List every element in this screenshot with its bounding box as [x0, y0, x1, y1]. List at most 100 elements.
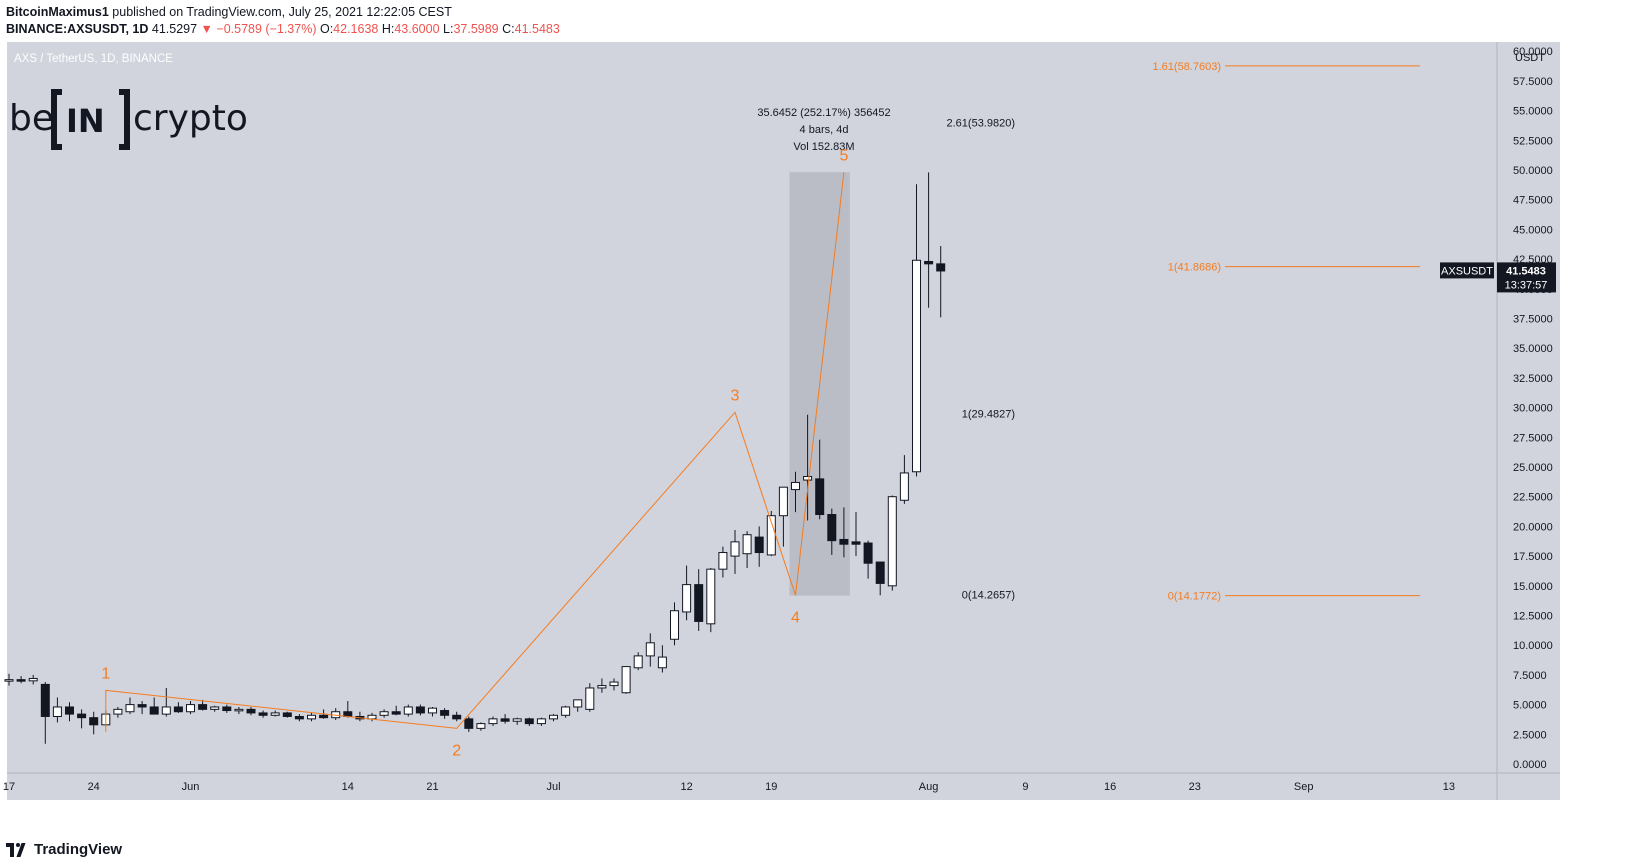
price-tick-label: 10.0000: [1513, 640, 1553, 652]
time-axis[interactable]: 17 24 Jun 14 21 Jul 12 19 Aug 9 16 23 Sep 13: [3, 781, 1455, 793]
price-tag-symbol-box: [1440, 262, 1494, 279]
candle-body: [536, 718, 546, 725]
candle-body: [403, 706, 413, 715]
plot-background: [7, 42, 1497, 773]
time-axis-background[interactable]: [7, 773, 1497, 800]
price-tick-label: 60.0000: [1513, 46, 1553, 58]
price-tick-label: 22.5000: [1513, 492, 1553, 504]
low-label: L:: [443, 22, 454, 36]
time-tick-label: 16: [1104, 781, 1116, 793]
price-tick-label: 5.0000: [1513, 700, 1547, 712]
logo-text-mid: IN: [66, 102, 105, 140]
candle-body: [912, 259, 921, 473]
publish-line: BitcoinMaximus1 published on TradingView…: [6, 4, 560, 21]
candle-body: [246, 708, 256, 714]
fib-levels: 2.61(53.9820) 1(29.4827) 0(14.2657) 1.61(58…: [947, 61, 1420, 603]
fib-orange-label: 1.61(58.7603): [1153, 61, 1222, 73]
candle-body: [718, 552, 728, 570]
measure-text: Vol 152.83M: [793, 141, 854, 153]
time-tick-label: 9: [1022, 781, 1028, 793]
candle-body: [670, 610, 679, 640]
price-tick-label: 15.0000: [1513, 581, 1553, 593]
price-axis-background[interactable]: [1497, 42, 1560, 773]
candle-body: [803, 476, 813, 481]
becrypto-logo: be IN crypto: [9, 89, 248, 150]
logo-text-right: crypto: [133, 98, 248, 139]
candle-body: [137, 704, 147, 708]
candle-body: [294, 715, 304, 720]
candle-body: [52, 706, 62, 717]
candle-body: [186, 704, 195, 713]
wave-label: 1: [101, 665, 110, 682]
candle-body: [415, 706, 425, 714]
candle-body: [512, 718, 522, 722]
candle-body: [173, 706, 183, 713]
candle-body: [827, 514, 837, 542]
candle-body: [77, 713, 87, 719]
fib-orange-label: 0(14.1772): [1168, 591, 1221, 603]
candle-body: [210, 706, 220, 710]
candle-body: [924, 260, 934, 265]
price-tick-label: 12.5000: [1513, 611, 1553, 623]
close-value: 41.5483: [514, 22, 560, 36]
logo-text-left: be: [9, 98, 54, 139]
fib-orange-label: 1(41.8686): [1168, 262, 1221, 274]
logo-bracket-left: [51, 89, 62, 150]
author-name[interactable]: BitcoinMaximus1: [6, 5, 109, 19]
time-tick-label: 14: [342, 781, 354, 793]
open-value: 42.1638: [333, 22, 379, 36]
candle-body: [585, 687, 595, 710]
candle-body: [754, 536, 764, 554]
candle-body: [597, 685, 607, 689]
elliott-wave: 1 2 3 4 5: [101, 147, 848, 759]
fib-grey-label: 0(14.2657): [962, 590, 1015, 602]
candle-body: [4, 679, 14, 682]
candle-body: [307, 714, 316, 720]
price-tag-price: 41.5483: [1506, 265, 1546, 277]
candle-body: [452, 714, 462, 720]
wave-label: 3: [731, 387, 740, 404]
price-tick-label: 2.5000: [1513, 729, 1547, 741]
price-tick-label: 27.5000: [1513, 432, 1553, 444]
candle-body: [863, 542, 873, 564]
price-tick-label: 52.5000: [1513, 135, 1553, 147]
candle-body: [89, 717, 99, 726]
price-tick-label: 55.0000: [1513, 106, 1553, 118]
price-tick-label: 7.5000: [1513, 670, 1547, 682]
time-tick-label: 13: [1443, 781, 1455, 793]
candle-body: [198, 704, 208, 710]
time-tick-label: 21: [426, 781, 438, 793]
candle-body: [125, 704, 135, 713]
candle-body: [851, 541, 861, 545]
price-tick-label: 47.5000: [1513, 195, 1553, 207]
down-arrow-icon: ▼: [200, 22, 213, 36]
candle-body: [149, 706, 159, 715]
candle-body: [645, 642, 655, 657]
candle-body: [887, 496, 897, 587]
symbol-label: BINANCE:AXSUSDT, 1D: [6, 22, 149, 36]
unit-label: USDT: [1515, 52, 1545, 64]
time-tick-label: 23: [1189, 781, 1201, 793]
candle-body: [561, 706, 571, 716]
candle-body: [222, 706, 232, 712]
ohlc-line: BINANCE:AXSUSDT, 1D 41.5297 ▼ −0.5789 (−…: [6, 21, 560, 38]
tradingview-brand-text: TradingView: [34, 841, 123, 858]
candle-body: [440, 710, 450, 716]
price-tick-label: 50.0000: [1513, 165, 1553, 177]
time-tick-label: 19: [765, 781, 777, 793]
candle-body: [549, 714, 558, 720]
candle-body: [16, 679, 26, 682]
candle-body: [488, 718, 498, 725]
tradingview-brand[interactable]: TradingView: [6, 841, 122, 858]
fib-grey-label: 2.61(53.9820): [947, 118, 1016, 130]
candle-body: [270, 712, 280, 716]
time-tick-label: 17: [3, 781, 15, 793]
high-label: H:: [381, 22, 395, 36]
candle-body: [694, 584, 704, 622]
candle-body: [682, 584, 692, 613]
candle-body: [319, 714, 329, 719]
candle-body: [524, 718, 534, 725]
candle-body: [161, 706, 171, 715]
price-tick-label: 20.0000: [1513, 521, 1553, 533]
